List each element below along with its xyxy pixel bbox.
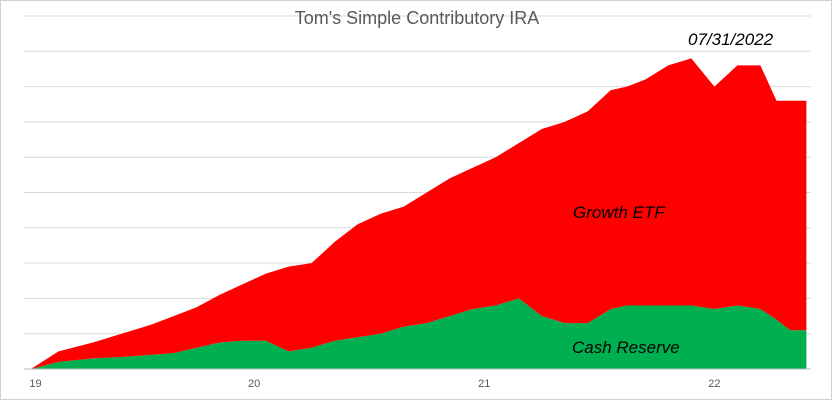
growth-etf-label: Growth ETF bbox=[573, 203, 665, 222]
area-growth-etf bbox=[30, 58, 807, 370]
stacked-areas bbox=[30, 58, 807, 370]
x-axis: 19 20 21 22 bbox=[24, 368, 811, 390]
x-tick-label: 22 bbox=[708, 378, 720, 390]
x-tick-label: 19 bbox=[29, 378, 41, 390]
cash-reserve-label: Cash Reserve bbox=[572, 338, 680, 357]
date-annotation: 07/31/2022 bbox=[688, 30, 774, 49]
x-tick-label: 21 bbox=[478, 378, 490, 390]
chart-title: Tom's Simple Contributory IRA bbox=[294, 8, 540, 28]
area-cash-reserve bbox=[30, 298, 807, 369]
x-tick-label: 20 bbox=[248, 378, 260, 390]
